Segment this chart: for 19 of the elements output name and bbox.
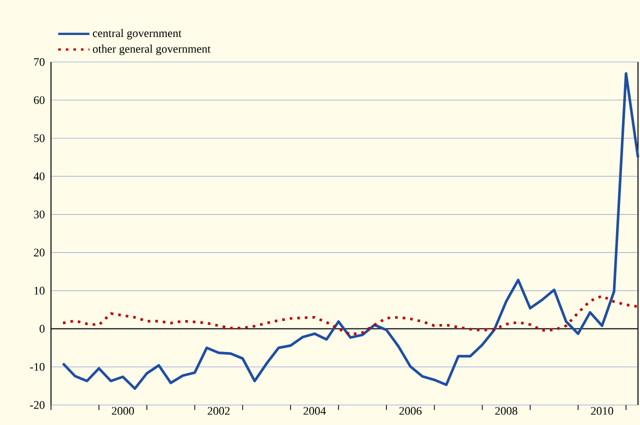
y-tick-label: 40 bbox=[34, 172, 45, 180]
x-tick-label: 2004 bbox=[304, 407, 326, 415]
x-tick-label: 2006 bbox=[399, 407, 422, 415]
y-tick-label: 0 bbox=[40, 324, 45, 333]
x-tick-label: 2010 bbox=[591, 407, 614, 415]
y-tick-label: 50 bbox=[34, 134, 45, 142]
y-tick-label: 30 bbox=[34, 210, 45, 218]
y-tick-label: 60 bbox=[34, 96, 45, 104]
legend-label: other general government bbox=[92, 44, 211, 56]
y-tick-label: 70 bbox=[34, 58, 45, 66]
x-tick-label: 2002 bbox=[208, 407, 230, 415]
y-tick-label: 10 bbox=[34, 286, 45, 295]
x-tick-label: 2008 bbox=[495, 407, 518, 415]
y-tick-label: 20 bbox=[34, 248, 45, 256]
y-tick-label: -10 bbox=[30, 363, 45, 371]
x-tick-label: 2000 bbox=[112, 407, 134, 415]
legend-label: central government bbox=[92, 28, 182, 40]
y-tick-label: -20 bbox=[30, 401, 45, 409]
line-series bbox=[62, 72, 640, 390]
